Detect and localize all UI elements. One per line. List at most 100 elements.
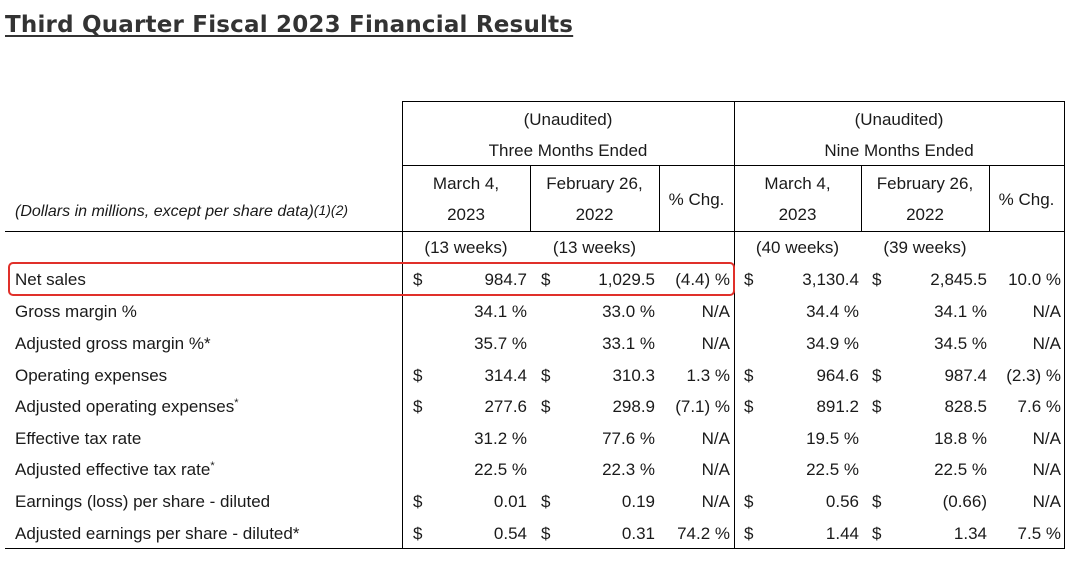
cell-value: N/A bbox=[701, 492, 730, 511]
footnote-marker: * bbox=[210, 460, 215, 472]
divider bbox=[402, 165, 1065, 166]
divider bbox=[5, 231, 1065, 232]
row-label: Adjusted effective tax rate* bbox=[15, 460, 215, 480]
weeks-label: (13 weeks) bbox=[424, 238, 508, 257]
cell-value: (4.4) % bbox=[675, 270, 730, 289]
row-label: Adjusted gross margin %* bbox=[15, 334, 211, 354]
unit-note-text: (Dollars in millions, except per share d… bbox=[15, 203, 314, 220]
col-header-feb-year: 2022 bbox=[575, 205, 614, 224]
row-label: Adjusted operating expenses* bbox=[15, 397, 239, 417]
cell-value: N/A bbox=[701, 334, 730, 353]
cell-value: 22.3 % bbox=[602, 460, 655, 479]
col-header-feb-year: 2022 bbox=[906, 205, 944, 224]
cell-value: 34.9 % bbox=[806, 334, 859, 353]
cell-value: 0.54 bbox=[493, 524, 527, 543]
cell-value: 35.7 % bbox=[474, 334, 527, 353]
col-header-march: March 4, bbox=[764, 174, 831, 193]
cell-value: 828.5 bbox=[944, 397, 987, 416]
currency-symbol: $ bbox=[541, 270, 551, 289]
col-header-feb: February 26, bbox=[876, 174, 974, 193]
currency-symbol: $ bbox=[744, 366, 754, 385]
row-label-text: Adjusted operating expenses bbox=[15, 397, 235, 416]
cell-value: 34.5 % bbox=[934, 334, 987, 353]
currency-symbol: $ bbox=[872, 524, 882, 543]
unaudited-label: (Unaudited) bbox=[523, 110, 613, 129]
cell-value: 0.56 bbox=[825, 492, 859, 511]
cell-value: 33.0 % bbox=[602, 302, 655, 321]
currency-symbol: $ bbox=[413, 270, 423, 289]
row-label-text: Adjusted gross margin %* bbox=[15, 334, 211, 353]
cell-value: 7.6 % bbox=[1017, 397, 1061, 416]
divider bbox=[659, 165, 660, 232]
cell-value: N/A bbox=[701, 460, 730, 479]
currency-symbol: $ bbox=[413, 492, 423, 511]
cell-value: 77.6 % bbox=[602, 429, 655, 448]
cell-value: 1.3 % bbox=[686, 366, 730, 385]
row-label-text: Adjusted earnings per share - diluted* bbox=[15, 524, 300, 543]
currency-symbol: $ bbox=[872, 270, 882, 289]
currency-symbol: $ bbox=[413, 366, 423, 385]
cell-value: 0.31 bbox=[621, 524, 655, 543]
row-label: Earnings (loss) per share - diluted bbox=[15, 492, 270, 512]
cell-value: N/A bbox=[1032, 302, 1061, 321]
three-months-label: Three Months Ended bbox=[488, 141, 648, 160]
divider bbox=[402, 101, 1065, 102]
unaudited-label: (Unaudited) bbox=[854, 110, 944, 129]
currency-symbol: $ bbox=[872, 366, 882, 385]
row-label-text: Gross margin % bbox=[15, 302, 137, 321]
cell-value: 22.5 % bbox=[934, 460, 987, 479]
divider bbox=[402, 101, 403, 548]
col-header-march-year: 2023 bbox=[447, 205, 485, 224]
cell-value: N/A bbox=[1032, 429, 1061, 448]
weeks-label: (40 weeks) bbox=[755, 238, 840, 257]
divider bbox=[1064, 101, 1065, 548]
currency-symbol: $ bbox=[413, 397, 423, 416]
cell-value: 2,845.5 bbox=[930, 270, 987, 289]
row-label: Effective tax rate bbox=[15, 429, 141, 449]
row-label-text: Effective tax rate bbox=[15, 429, 142, 448]
footnote-marker: * bbox=[234, 397, 239, 409]
divider bbox=[5, 548, 1065, 549]
divider bbox=[861, 165, 862, 232]
cell-value: 74.2 % bbox=[677, 524, 730, 543]
cell-value: 277.6 bbox=[484, 397, 527, 416]
cell-value: 33.1 % bbox=[602, 334, 655, 353]
cell-value: 1.34 bbox=[953, 524, 987, 543]
currency-symbol: $ bbox=[744, 524, 754, 543]
cell-value: 0.01 bbox=[493, 492, 527, 511]
divider bbox=[734, 101, 735, 548]
cell-value: N/A bbox=[1032, 334, 1061, 353]
cell-value: 22.5 % bbox=[474, 460, 527, 479]
currency-symbol: $ bbox=[541, 397, 551, 416]
divider bbox=[530, 165, 531, 232]
cell-value: (2.3) % bbox=[1006, 366, 1061, 385]
currency-symbol: $ bbox=[872, 492, 882, 511]
page-title: Third Quarter Fiscal 2023 Financial Resu… bbox=[5, 12, 574, 38]
unit-note: (Dollars in millions, except per share d… bbox=[15, 202, 348, 222]
cell-value: 298.9 bbox=[612, 397, 655, 416]
col-header-pct: % Chg. bbox=[998, 190, 1055, 209]
weeks-label: (13 weeks) bbox=[552, 238, 637, 257]
cell-value: 3,130.4 bbox=[802, 270, 859, 289]
divider bbox=[989, 165, 990, 232]
cell-value: (0.66) bbox=[942, 492, 987, 511]
cell-value: 18.8 % bbox=[934, 429, 987, 448]
cell-value: 891.2 bbox=[816, 397, 859, 416]
cell-value: 314.4 bbox=[484, 366, 527, 385]
col-header-march: March 4, bbox=[432, 174, 500, 193]
cell-value: N/A bbox=[701, 302, 730, 321]
currency-symbol: $ bbox=[413, 524, 423, 543]
row-label-text: Operating expenses bbox=[15, 366, 168, 385]
row-label-text: Net sales bbox=[15, 270, 86, 289]
unit-note-footnote: (1)(2) bbox=[313, 202, 349, 218]
row-label: Net sales bbox=[15, 270, 86, 290]
cell-value: 984.7 bbox=[484, 270, 527, 289]
row-label: Operating expenses bbox=[15, 366, 167, 386]
net-sales-highlight-box bbox=[8, 262, 735, 296]
cell-value: 10.0 % bbox=[1008, 270, 1061, 289]
nine-months-label: Nine Months Ended bbox=[824, 141, 974, 160]
cell-value: 19.5 % bbox=[806, 429, 859, 448]
currency-symbol: $ bbox=[744, 492, 754, 511]
cell-value: 1,029.5 bbox=[598, 270, 655, 289]
cell-value: 34.1 % bbox=[474, 302, 527, 321]
